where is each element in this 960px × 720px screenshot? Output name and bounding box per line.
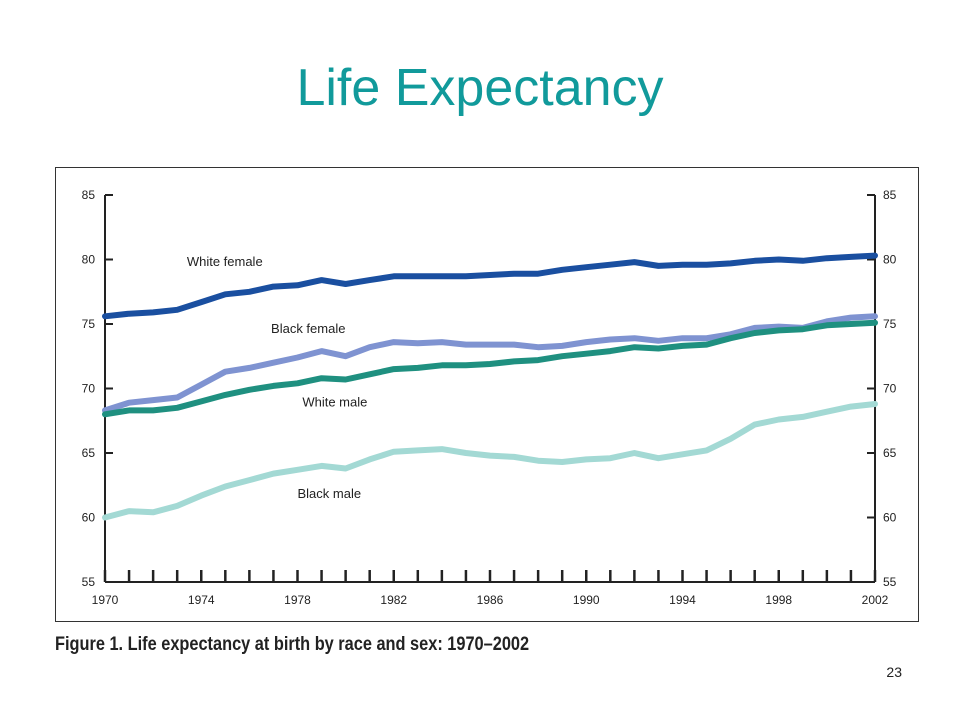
series-label-white-female: White female — [187, 254, 263, 269]
figure-caption: Figure 1. Life expectancy at birth by ra… — [55, 634, 530, 655]
y-tick-label-right: 65 — [883, 446, 897, 460]
x-tick-label: 1974 — [188, 593, 215, 607]
series-line-black-female — [102, 313, 878, 414]
y-tick-label-left: 75 — [82, 317, 96, 331]
y-tick-label-left: 55 — [82, 575, 96, 589]
y-tick-label-right: 80 — [883, 253, 897, 267]
series-lines — [102, 252, 878, 521]
x-tick-label: 1986 — [477, 593, 504, 607]
y-tick-label-right: 60 — [883, 511, 897, 525]
y-tick-label-right: 75 — [883, 317, 897, 331]
axes: 55 55 60 60 65 65 70 70 75 75 80 80 85 85 1970 1974 1978… — [82, 188, 897, 607]
slide-title: Life Expectancy — [296, 59, 664, 117]
x-tick-label: 1998 — [765, 593, 792, 607]
x-tick-label: 1994 — [669, 593, 696, 607]
slide-number: 23 — [886, 664, 902, 680]
y-tick-label-left: 70 — [82, 382, 96, 396]
y-tick-label-left: 60 — [82, 511, 96, 525]
series-label-black-female: Black female — [271, 321, 345, 336]
y-tick-label-right: 70 — [883, 382, 897, 396]
series-label-black-male: Black male — [298, 486, 362, 501]
x-tick-label: 1978 — [284, 593, 311, 607]
series-labels: White female Black female White male Black … — [187, 254, 368, 501]
y-tick-label-right: 55 — [883, 575, 897, 589]
series-line-white-male — [102, 319, 878, 418]
x-tick-label: 2002 — [862, 593, 889, 607]
series-line-black-male — [102, 401, 878, 521]
x-tick-label: 1970 — [92, 593, 119, 607]
x-tick-label: 1982 — [380, 593, 407, 607]
x-tick-label: 1990 — [573, 593, 600, 607]
chart-frame: 55 55 60 60 65 65 70 70 75 75 80 80 85 85 1970 1974 1978… — [55, 167, 919, 622]
y-tick-label-left: 85 — [82, 188, 96, 202]
y-tick-label-left: 80 — [82, 253, 96, 267]
life-expectancy-chart: 55 55 60 60 65 65 70 70 75 75 80 80 85 85 1970 1974 1978… — [82, 188, 897, 607]
series-line-white-female — [102, 252, 878, 320]
y-tick-label-right: 85 — [883, 188, 897, 202]
y-tick-label-left: 65 — [82, 446, 96, 460]
series-label-white-male: White male — [302, 395, 367, 410]
